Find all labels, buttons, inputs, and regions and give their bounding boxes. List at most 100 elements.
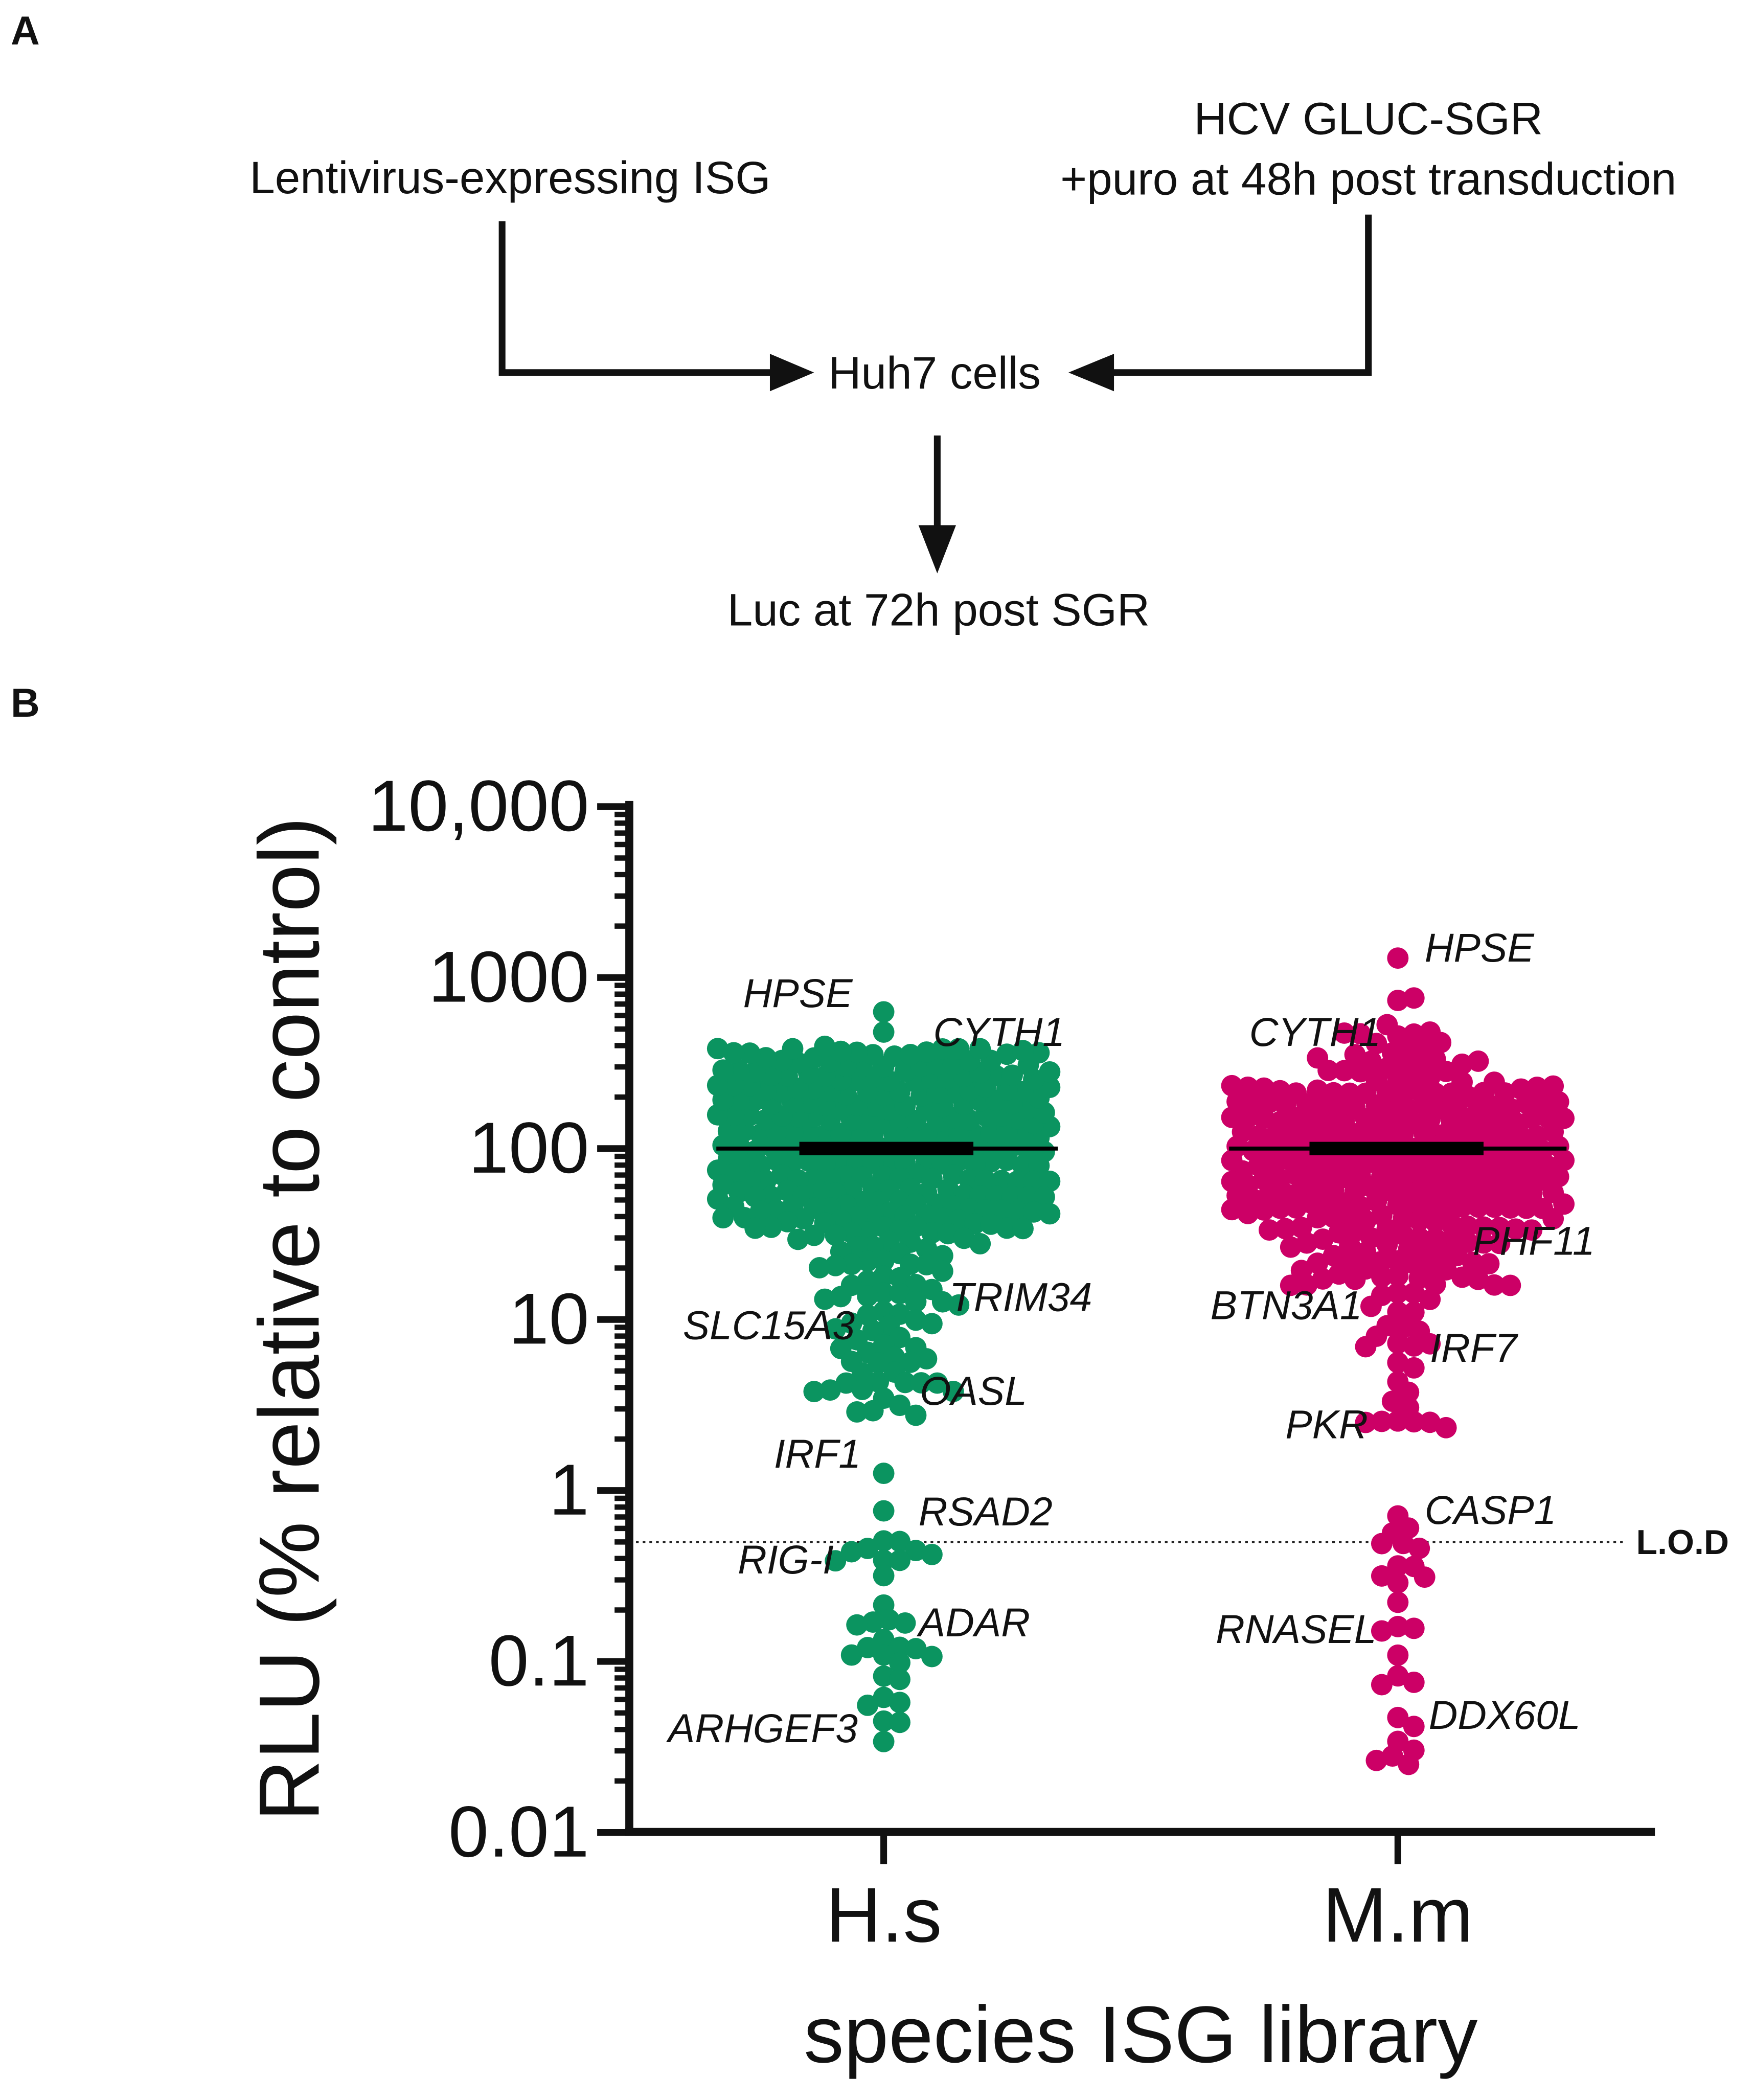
lentivirus-text: Lentivirus-expressing ISG — [249, 152, 770, 203]
data-point — [846, 1041, 868, 1063]
data-point — [873, 1250, 895, 1272]
data-point — [996, 1217, 1018, 1239]
gene-label: TRIM34 — [949, 1275, 1092, 1320]
data-point — [1478, 1253, 1500, 1275]
y-axis-title: RLU (% relative to control) — [241, 817, 337, 1821]
gene-label: DDX60L — [1429, 1693, 1581, 1738]
data-point — [980, 1121, 1002, 1143]
data-point — [1328, 1263, 1350, 1285]
data-point — [1441, 1213, 1463, 1235]
data-point — [969, 1233, 991, 1254]
data-point — [1381, 1390, 1403, 1412]
data-point — [883, 1346, 905, 1368]
data-point — [889, 1283, 910, 1305]
data-point — [819, 1379, 841, 1401]
data-point — [1387, 1265, 1409, 1287]
data-point — [1247, 1125, 1269, 1147]
data-point — [1296, 1274, 1318, 1296]
data-point — [1387, 1250, 1409, 1272]
data-point — [894, 1060, 916, 1082]
data-point — [1280, 1274, 1302, 1296]
data-point — [905, 1404, 927, 1426]
data-point — [1403, 1357, 1425, 1379]
panel-b-label: B — [11, 680, 40, 725]
data-point — [798, 1150, 819, 1172]
gene-label: HPSE — [1425, 925, 1535, 970]
data-point — [1424, 1211, 1446, 1232]
data-point — [1039, 1203, 1061, 1225]
data-point — [1381, 1042, 1403, 1064]
data-point — [921, 1646, 943, 1668]
data-point — [1350, 1023, 1371, 1045]
data-point — [1408, 1537, 1430, 1559]
data-point — [1333, 1022, 1355, 1044]
data-point — [931, 1038, 953, 1060]
data-point — [1398, 1753, 1420, 1775]
data-point — [1387, 1410, 1409, 1432]
data-point — [889, 1692, 910, 1714]
data-point — [862, 1611, 884, 1633]
data-point — [1376, 1218, 1398, 1240]
gene-labels: HPSE CYTH1 TRIM34 SLC15A3 OASL IRF1 RSAD2 RIG-I… — [666, 925, 1595, 1751]
data-point — [931, 1291, 953, 1313]
data-point — [840, 1541, 862, 1563]
gene-label: RNASEL — [1216, 1607, 1376, 1652]
data-point — [1022, 1201, 1044, 1223]
huh7-text: Huh7 cells — [828, 347, 1041, 398]
data-point — [905, 1273, 927, 1295]
data-point — [1323, 1082, 1345, 1104]
data-point — [894, 1372, 916, 1394]
data-point — [900, 1351, 921, 1373]
y-tick-label: 0.1 — [489, 1620, 589, 1701]
data-point — [851, 1379, 873, 1400]
data-point — [889, 1636, 910, 1658]
left-arrow-line — [498, 221, 784, 376]
data-point — [1355, 1242, 1377, 1264]
data-point — [1365, 1033, 1387, 1055]
data-point — [1451, 1053, 1473, 1075]
data-point — [1419, 1021, 1441, 1043]
data-point — [1526, 1077, 1548, 1098]
data-point — [1403, 1671, 1425, 1693]
data-point — [712, 1059, 734, 1081]
data-point — [889, 1669, 910, 1691]
data-point — [840, 1253, 862, 1275]
data-point — [916, 1254, 938, 1275]
data-point — [1221, 1075, 1243, 1097]
data-point — [744, 1217, 766, 1239]
data-point — [996, 1149, 1018, 1171]
panel-a: A Lentivirus-expressing ISG HCV GLUC-SGR… — [11, 8, 1676, 635]
gene-label: OASL — [920, 1368, 1027, 1413]
data-point — [1001, 1064, 1023, 1086]
data-point — [1376, 1234, 1398, 1256]
y-tick-label: 100 — [468, 1107, 589, 1188]
data-point — [1253, 1077, 1275, 1099]
data-point — [873, 1730, 895, 1752]
data-point — [755, 1047, 777, 1069]
data-point — [1467, 1050, 1489, 1072]
data-point — [1456, 1215, 1478, 1237]
data-point — [873, 1629, 895, 1651]
data-point — [862, 1400, 884, 1422]
data-point — [803, 1224, 825, 1246]
data-point — [889, 1711, 910, 1733]
data-point — [905, 1309, 927, 1331]
data-point — [739, 1042, 761, 1064]
data-point — [873, 1463, 895, 1485]
data-point — [1012, 1218, 1034, 1240]
data-point — [1387, 1665, 1409, 1687]
data-point — [1526, 1125, 1548, 1147]
lod-label: L.O.D — [1636, 1523, 1729, 1562]
data-point — [830, 1040, 852, 1062]
down-arrowhead — [918, 525, 956, 574]
data-point — [825, 1224, 847, 1246]
data-point — [1499, 1274, 1521, 1296]
gene-label: ARHGEF3 — [666, 1706, 858, 1751]
data-point — [916, 1348, 938, 1370]
data-point — [1403, 1411, 1425, 1433]
data-point — [749, 1200, 771, 1222]
data-point — [1542, 1208, 1564, 1229]
data-point — [1419, 1411, 1441, 1433]
data-point — [1355, 1411, 1377, 1433]
